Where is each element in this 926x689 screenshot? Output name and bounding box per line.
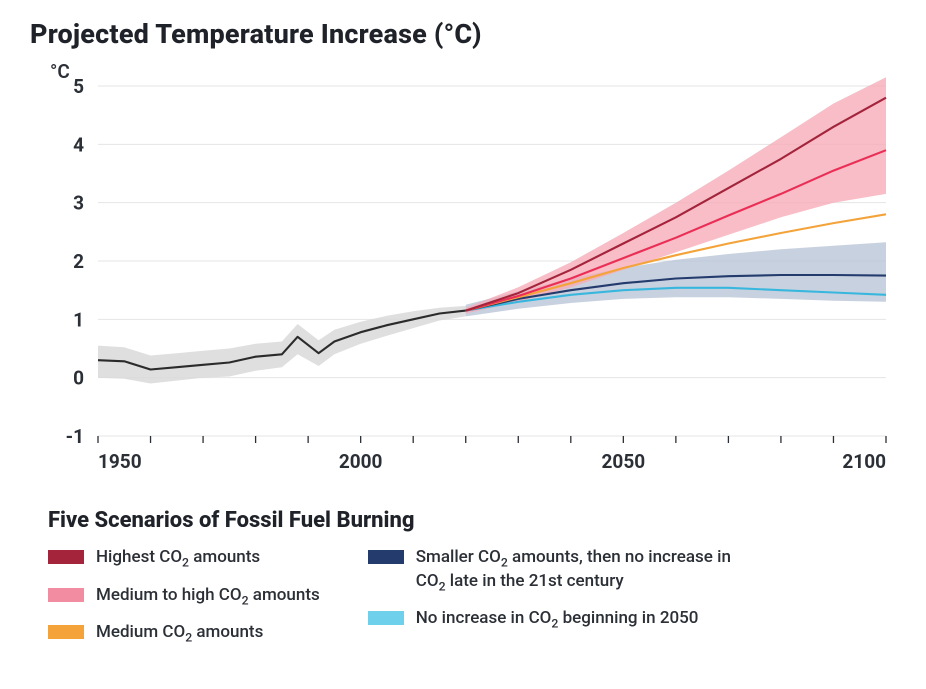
svg-text:2: 2: [73, 250, 84, 273]
legend-item: Highest CO2 amounts: [48, 547, 320, 571]
svg-text:1950: 1950: [98, 450, 142, 473]
chart-title: Projected Temperature Increase (°C): [30, 18, 898, 50]
svg-text:-1: -1: [66, 425, 84, 448]
legend-label: Medium CO2 amounts: [96, 622, 263, 646]
svg-text:2050: 2050: [602, 450, 646, 473]
legend-swatch: [48, 625, 84, 639]
legend-item: Medium to high CO2 amounts: [48, 585, 320, 609]
svg-text:0: 0: [73, 367, 84, 390]
legend-title: Five Scenarios of Fossil Fuel Burning: [48, 508, 898, 533]
legend-item: Smaller CO2 amounts, then no increase in…: [368, 547, 748, 594]
historical-band: [98, 306, 466, 384]
legend-label: Medium to high CO2 amounts: [96, 585, 320, 609]
temperature-chart: °C -1 0 1 2 3 4 5 1950 2000 2050 2100: [28, 56, 898, 486]
legend-item: Medium CO2 amounts: [48, 622, 320, 646]
legend-swatch: [48, 550, 84, 564]
svg-text:°C: °C: [50, 60, 70, 83]
svg-text:4: 4: [73, 133, 84, 156]
legend-swatch: [48, 588, 84, 602]
svg-text:5: 5: [73, 75, 84, 98]
svg-text:3: 3: [73, 192, 84, 215]
legend-swatch: [368, 611, 404, 625]
legend-label: Smaller CO2 amounts, then no increase in…: [416, 547, 748, 594]
legend-swatch: [368, 550, 404, 564]
legend: Five Scenarios of Fossil Fuel Burning Hi…: [48, 508, 898, 646]
svg-text:2100: 2100: [842, 450, 886, 473]
legend-item: No increase in CO2 beginning in 2050: [368, 608, 748, 632]
svg-text:1: 1: [73, 308, 84, 331]
legend-label: Highest CO2 amounts: [96, 547, 260, 571]
svg-text:2000: 2000: [339, 450, 383, 473]
legend-label: No increase in CO2 beginning in 2050: [416, 608, 699, 632]
